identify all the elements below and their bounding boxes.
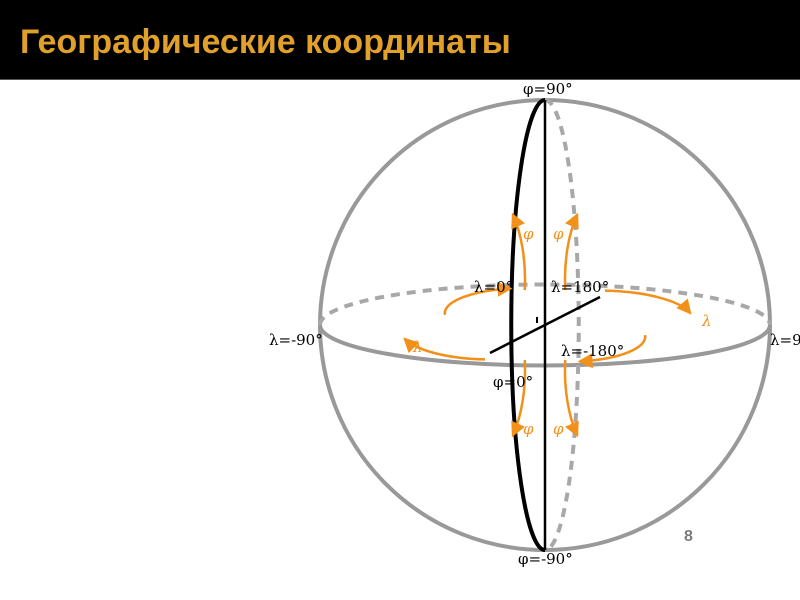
- header-band: Географические координаты: [0, 0, 800, 79]
- label-phi-90: φ=90°: [523, 80, 573, 98]
- label-phi-0: φ=0°: [493, 373, 533, 391]
- label-lambda-0: λ=0°: [474, 278, 513, 296]
- label-phi-sym-ul: φ: [523, 225, 534, 243]
- diagram-canvas: φ=90° φ=-90° φ=0° λ=-90° λ=90° λ=0° λ=18…: [0, 80, 800, 555]
- label-lambda-neg-180: λ=-180°: [561, 342, 624, 360]
- label-lam-sym-l: λ: [413, 338, 423, 356]
- label-phi-sym-ur: φ: [553, 225, 564, 243]
- label-lambda-90: λ=90°: [770, 331, 800, 349]
- label-lam-sym-r: λ: [702, 312, 712, 330]
- page-number: 8: [684, 528, 693, 546]
- label-phi-neg-90: φ=-90°: [518, 550, 573, 568]
- label-phi-sym-lr: φ: [553, 420, 564, 438]
- label-phi-sym-ll: φ: [523, 420, 534, 438]
- sphere-svg: [0, 80, 800, 555]
- page-title: Географические координаты: [20, 23, 511, 61]
- label-lambda-neg-90: λ=-90°: [269, 331, 323, 349]
- label-lambda-180: λ=180°: [551, 278, 609, 296]
